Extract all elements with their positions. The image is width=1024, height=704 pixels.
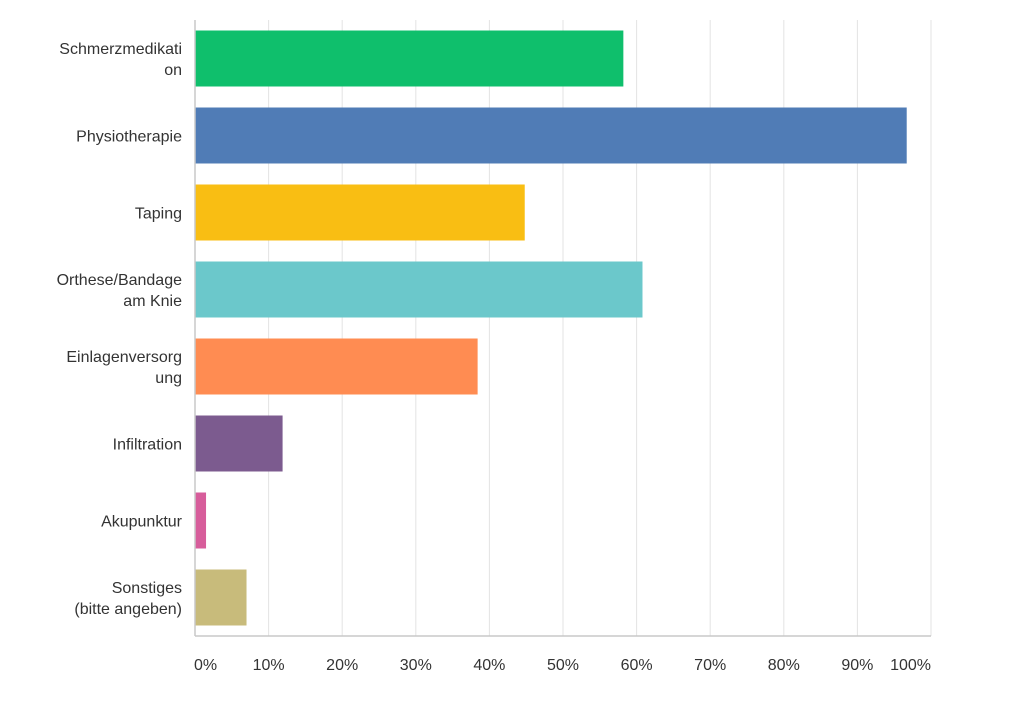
bar[interactable]	[195, 30, 624, 87]
category-label-line: Sonstiges	[112, 580, 182, 597]
category-label-line: am Knie	[123, 293, 182, 310]
category-label: Infiltration	[113, 437, 182, 454]
category-label: Sonstiges (bitte angeben)	[74, 580, 182, 618]
category-label-line: Einlagenversorg	[66, 349, 182, 366]
category-label-line: Taping	[135, 206, 182, 223]
category-label-line: Akupunktur	[101, 514, 183, 531]
x-tick-label: 90%	[841, 657, 873, 674]
bar[interactable]	[195, 184, 525, 241]
category-label-line: Infiltration	[113, 437, 182, 454]
bar[interactable]	[195, 261, 643, 318]
x-tick-label: 30%	[400, 657, 432, 674]
x-tick-label: 10%	[253, 657, 285, 674]
x-tick-label: 100%	[890, 657, 931, 674]
x-tick-labels: 0% 10% 20% 30% 40% 50% 60% 70% 80% 90% 100%	[194, 657, 931, 674]
category-label-line: Physiotherapie	[76, 129, 182, 146]
x-tick-label: 0%	[194, 657, 217, 674]
category-label-line: Orthese/Bandage	[57, 272, 183, 289]
x-tick-label: 80%	[768, 657, 800, 674]
category-label: Taping	[135, 206, 182, 223]
axes	[194, 20, 931, 637]
bar[interactable]	[195, 415, 283, 472]
category-label-line: (bitte angeben)	[74, 601, 182, 618]
category-labels: Schmerzmedikati on Physiotherapie Taping Ort…	[57, 41, 183, 618]
x-tick-label: 40%	[473, 657, 505, 674]
bar[interactable]	[195, 569, 247, 626]
bars	[195, 30, 907, 626]
bar[interactable]	[195, 492, 207, 549]
x-tick-label: 50%	[547, 657, 579, 674]
category-label: Akupunktur	[101, 514, 183, 531]
category-label: Einlagenversorg ung	[66, 349, 182, 387]
category-label-line: ung	[155, 370, 182, 387]
x-tick-label: 20%	[326, 657, 358, 674]
category-label: Schmerzmedikati on	[59, 41, 182, 79]
category-label-line: on	[164, 62, 182, 79]
x-tick-label: 60%	[621, 657, 653, 674]
bar[interactable]	[195, 338, 478, 395]
category-label: Orthese/Bandage am Knie	[57, 272, 183, 310]
category-label-line: Schmerzmedikati	[59, 41, 182, 58]
category-label: Physiotherapie	[76, 129, 182, 146]
x-tick-label: 70%	[694, 657, 726, 674]
bar[interactable]	[195, 107, 907, 164]
